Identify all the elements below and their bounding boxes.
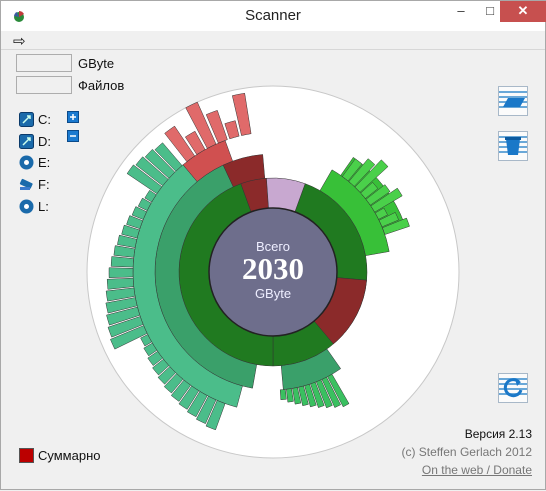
usb-drive-icon xyxy=(19,178,33,190)
size-field xyxy=(16,54,72,72)
drive-label: F: xyxy=(38,177,50,192)
chart-segment[interactable] xyxy=(126,164,163,195)
chart-segment[interactable] xyxy=(378,212,399,228)
chart-segment[interactable] xyxy=(365,184,391,206)
drive-label: D: xyxy=(38,134,51,149)
files-field xyxy=(16,76,72,94)
chart-segment[interactable] xyxy=(354,159,389,193)
trash-button[interactable] xyxy=(498,131,528,161)
web-donate-link[interactable]: On the web / Donate xyxy=(421,463,532,477)
cd-drive-icon xyxy=(19,155,34,170)
close-button[interactable]: ✕ xyxy=(500,1,546,22)
copyright-label: (c) Steffen Gerlach 2012 xyxy=(401,445,532,459)
chart-segment[interactable] xyxy=(144,189,157,203)
cd-drive-icon xyxy=(19,199,34,214)
chart-segment[interactable] xyxy=(143,342,158,357)
chart-segment[interactable] xyxy=(224,120,240,140)
chart-segment[interactable] xyxy=(182,140,233,182)
chart-segment[interactable] xyxy=(170,379,192,402)
recycle-bin-icon xyxy=(499,136,527,155)
chart-segment[interactable] xyxy=(135,156,169,187)
chart-segment[interactable] xyxy=(374,207,388,220)
chart-segment[interactable] xyxy=(360,181,379,199)
minimize-button[interactable]: – xyxy=(457,3,465,18)
maximize-button[interactable]: □ xyxy=(486,3,494,18)
chart-segment[interactable] xyxy=(140,334,153,347)
chart-segment[interactable] xyxy=(110,325,148,350)
chart-segment[interactable] xyxy=(164,125,196,163)
chart-segment[interactable] xyxy=(147,350,164,366)
menu-bar: ⇨ xyxy=(1,31,545,50)
chart-segment[interactable] xyxy=(157,366,177,385)
chart-segment[interactable] xyxy=(196,395,217,424)
chart-segment[interactable] xyxy=(117,234,138,248)
chart-segment[interactable] xyxy=(105,287,136,302)
chart-segment[interactable] xyxy=(286,388,294,403)
chart-segment[interactable] xyxy=(222,154,266,188)
chart-segment[interactable] xyxy=(144,148,176,179)
chart-segment[interactable] xyxy=(310,381,325,408)
chart-segment[interactable] xyxy=(152,358,170,376)
chart-segment[interactable] xyxy=(279,389,287,401)
size-unit-label: GByte xyxy=(78,56,115,71)
chart-segment[interactable] xyxy=(137,197,152,211)
drive-label: L: xyxy=(38,199,49,214)
chart-segment[interactable] xyxy=(107,316,144,338)
minus-icon[interactable] xyxy=(67,130,79,142)
summary-color-icon xyxy=(19,448,34,463)
plus-icon[interactable] xyxy=(67,111,79,123)
window-title: Scanner xyxy=(245,7,301,24)
total-label: Всего xyxy=(255,239,291,254)
chart-segment[interactable] xyxy=(205,400,226,431)
chart-segment[interactable] xyxy=(370,187,403,213)
hard-drive-icon xyxy=(19,112,34,127)
files-label: Файлов xyxy=(78,78,125,93)
chart-segment[interactable] xyxy=(321,376,341,408)
chart-segment[interactable] xyxy=(126,215,144,230)
title-bar[interactable]: Scanner – □ ✕ xyxy=(1,1,546,31)
hard-drive-icon xyxy=(19,134,34,149)
drive-label: E: xyxy=(38,155,51,170)
chart-segment[interactable] xyxy=(163,373,184,394)
chart-segment[interactable] xyxy=(205,109,228,144)
arrow-right-icon[interactable]: ⇨ xyxy=(13,33,26,50)
drive-label: C: xyxy=(38,112,51,127)
chart-center[interactable] xyxy=(208,207,338,337)
refresh-button[interactable] xyxy=(498,373,528,403)
chart-segment[interactable] xyxy=(131,206,147,220)
chart-segment[interactable] xyxy=(315,379,333,409)
total-value: 2030 xyxy=(242,251,304,286)
chart-segment[interactable] xyxy=(178,385,200,410)
chart-segment[interactable] xyxy=(298,385,309,407)
chart-segment[interactable] xyxy=(105,297,138,314)
chart-segment[interactable] xyxy=(304,383,317,408)
chart-segment[interactable] xyxy=(184,130,206,155)
chart-segment[interactable] xyxy=(327,373,350,408)
chart-segment[interactable] xyxy=(106,277,135,290)
refresh-icon xyxy=(499,378,527,398)
chart-segment[interactable] xyxy=(110,256,134,268)
chart-segment[interactable] xyxy=(292,387,302,405)
chart-segment[interactable] xyxy=(113,245,136,258)
total-unit: GByte xyxy=(254,286,292,301)
chart-segment[interactable] xyxy=(382,217,410,235)
chart-segment[interactable] xyxy=(108,267,134,278)
folder-open-icon xyxy=(499,91,527,108)
chart-segment[interactable] xyxy=(185,101,217,149)
summary-label: Суммарно xyxy=(38,448,101,463)
chart-segment[interactable] xyxy=(186,391,208,418)
chart-segment[interactable] xyxy=(231,92,252,136)
chart-segment[interactable] xyxy=(121,224,140,239)
version-label: Версия 2.13 xyxy=(464,427,532,441)
chart-segment[interactable] xyxy=(106,306,141,326)
chart-segment[interactable] xyxy=(154,142,183,172)
open-button[interactable] xyxy=(498,86,528,116)
app-icon xyxy=(14,11,24,22)
chart-segment[interactable] xyxy=(348,158,376,187)
chart-segment[interactable] xyxy=(342,158,363,182)
